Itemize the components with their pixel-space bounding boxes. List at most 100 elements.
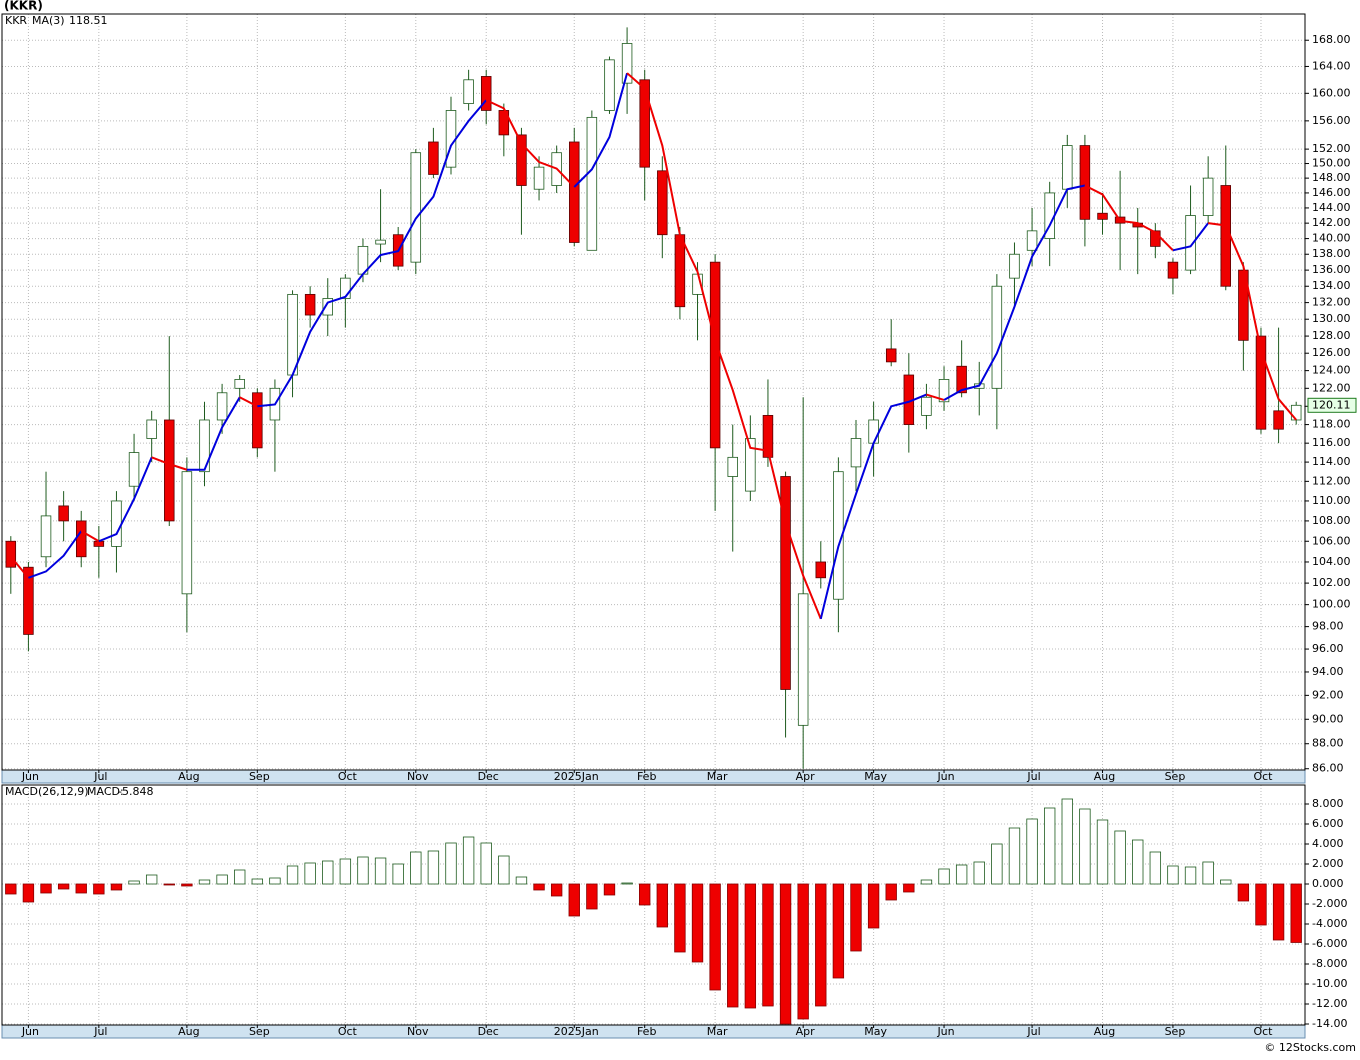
legend-macd-value: -5.848 (118, 785, 153, 798)
y-tick-label: 138.00 (1312, 247, 1351, 260)
x-tick-label: Oct (338, 770, 358, 783)
macd-bar (374, 857, 387, 885)
candle-body (657, 170, 668, 236)
legend-macd-name: MACD(26,12,9) (5, 785, 89, 798)
x-tick-label: Apr (796, 1025, 816, 1038)
y-tick-label: 0.000 (1312, 877, 1344, 890)
y-tick-label: 96.00 (1312, 642, 1344, 655)
ma-line (573, 72, 629, 188)
ma-line (819, 393, 927, 620)
y-tick-label: 106.00 (1312, 534, 1351, 547)
macd-bar (1132, 839, 1144, 885)
ma-line (485, 99, 575, 188)
y-tick-label: 152.00 (1312, 142, 1351, 155)
candle-body (604, 59, 615, 111)
candle-body (463, 79, 474, 104)
y-tick-label: 112.00 (1312, 474, 1351, 487)
macd-bar (973, 861, 985, 885)
macd-bar (955, 864, 968, 885)
y-tick-label: -14.00 (1312, 1017, 1347, 1030)
y-tick-label: 140.00 (1312, 232, 1351, 245)
x-tick-label: Jun (936, 770, 954, 783)
plot-frame (1, 784, 1306, 1026)
candle-body (1273, 410, 1284, 430)
candle-body (745, 438, 756, 492)
candle-body (128, 452, 140, 487)
price-panel: 86.00 88.00 90.00 92.00 94.00 96.00 98.00 100.0… (1, 13, 1357, 784)
candle-body (586, 116, 598, 251)
candle-body (709, 261, 721, 449)
x-tick-label: Feb (637, 1025, 656, 1038)
ma-line (239, 396, 258, 408)
x-tick-label: Nov (407, 1025, 429, 1038)
candle-body (1220, 185, 1232, 287)
x-tick-label: Jul (1026, 770, 1040, 783)
y-tick-label: 90.00 (1312, 712, 1344, 725)
x-tick-label: Oct (338, 1025, 358, 1038)
candle-body (445, 110, 457, 168)
macd-bar (639, 883, 651, 906)
macd-bar (1167, 865, 1179, 885)
macd-bar (269, 877, 281, 885)
macd-bar (797, 883, 809, 1020)
y-tick-label: -10.00 (1312, 977, 1347, 990)
candle-body (1079, 145, 1091, 220)
legend-ma-value: 118.51 (69, 14, 108, 27)
macd-bar (1255, 883, 1267, 926)
macd-bar (1220, 879, 1232, 885)
macd-bar (110, 883, 123, 891)
macd-bar (128, 880, 140, 885)
macd-bar (1272, 883, 1285, 941)
x-tick-label: Dec (478, 1025, 499, 1038)
macd-bar (410, 851, 422, 885)
x-tick-label: Apr (796, 770, 816, 783)
macd-bar (709, 883, 721, 991)
y-tick-label: 164.00 (1312, 59, 1351, 72)
candle-body (75, 520, 87, 558)
macd-bar (920, 879, 933, 885)
macd-bar (322, 860, 334, 885)
macd-bar (181, 883, 193, 887)
y-tick-label: 104.00 (1312, 555, 1351, 568)
candle-body (956, 365, 967, 394)
macd-bar (568, 883, 580, 917)
candle-body (516, 134, 527, 186)
y-tick-label: 132.00 (1312, 296, 1351, 309)
macd-bar (1061, 798, 1073, 885)
macd-bar (357, 856, 369, 885)
y-tick-label: 110.00 (1312, 494, 1351, 507)
x-tick-label: Jul (93, 1025, 107, 1038)
ma-line (151, 456, 188, 471)
candle-body (815, 561, 827, 579)
macd-bar (621, 882, 633, 885)
y-tick-label: 156.00 (1312, 114, 1351, 127)
y-tick-label: 108.00 (1312, 514, 1351, 527)
macd-panel: 8.000 6.000 4.000 2.000 0.000 -2.000 -4.000 -6.… (1, 784, 1347, 1039)
macd-bar (75, 883, 87, 894)
macd-bar (1149, 851, 1162, 885)
candle-body (639, 79, 650, 168)
candle-body (111, 500, 122, 547)
candle-body (340, 277, 351, 299)
y-tick-label: 4.000 (1312, 837, 1344, 850)
candle-body (287, 293, 298, 376)
macd-bar (1008, 827, 1021, 885)
macd-bar (234, 869, 246, 885)
macd-bar (903, 883, 915, 893)
candle-body (1097, 212, 1108, 220)
macd-bar (304, 862, 316, 885)
candle-body (23, 566, 34, 635)
plot-frame (1, 13, 1306, 771)
candle-body (991, 285, 1003, 389)
macd-bar (1202, 861, 1214, 885)
macd-bar (779, 883, 792, 1025)
y-tick-label: -8.000 (1312, 957, 1347, 970)
macd-bar (5, 883, 17, 895)
macd-bar (1290, 883, 1302, 943)
candle-body (850, 438, 862, 468)
macd-bar (1237, 883, 1250, 902)
macd-bar (1114, 830, 1126, 885)
y-tick-label: -4.000 (1312, 917, 1347, 930)
candle-body (621, 43, 633, 84)
